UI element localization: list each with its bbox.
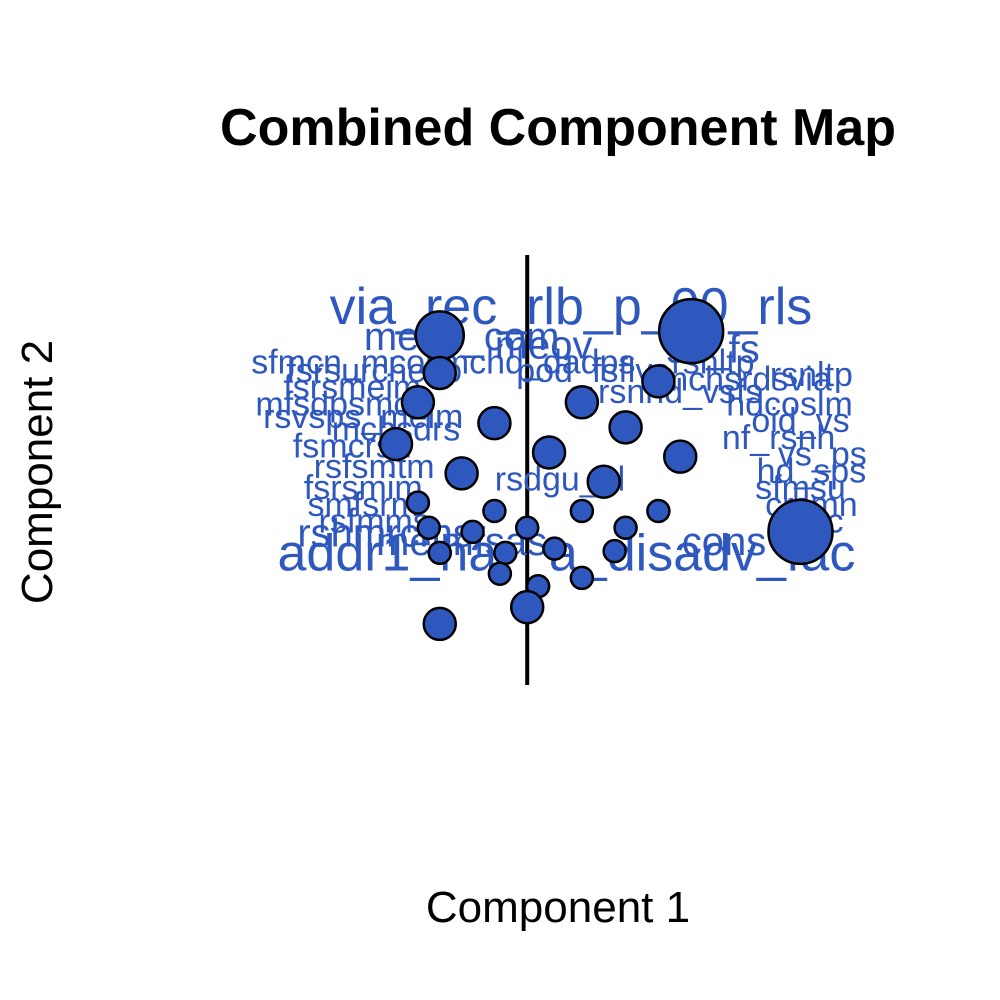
point-label: fsrsmim	[304, 469, 423, 507]
point-label: rsfsmtm	[314, 448, 435, 486]
data-point	[416, 515, 442, 540]
point-label: mchsrdsvia	[660, 360, 832, 398]
point-label: hd_sps	[757, 452, 867, 490]
point-labels: via_rec_rlb_p_00_rlsmeim_commeovss_fssfm…	[251, 278, 867, 583]
data-point	[586, 464, 621, 499]
data-point	[427, 540, 453, 566]
point-label: rsnltp	[770, 356, 853, 394]
data-point	[487, 561, 513, 586]
data-point	[608, 410, 643, 445]
data-point	[569, 498, 595, 524]
point-label: oid_vs	[751, 402, 849, 440]
data-point	[646, 498, 671, 524]
data-point	[405, 490, 431, 515]
data-point	[542, 536, 567, 561]
data-point	[414, 310, 466, 361]
data-point	[493, 540, 518, 566]
data-point	[444, 456, 479, 491]
point-label: nf_rsnh	[722, 419, 835, 457]
point-label: via_rec_rlb_p_00_rls	[330, 278, 813, 336]
chart-title: Combined Component Map	[220, 99, 896, 157]
data-point	[400, 385, 436, 420]
point-label: smfsrm	[308, 486, 419, 524]
data-point	[477, 405, 512, 441]
point-label: vs_ps	[778, 436, 867, 474]
data-point	[509, 589, 545, 625]
point-label: cons	[682, 520, 767, 564]
point-label: hdcoslm	[726, 385, 853, 423]
point-label: meov	[495, 323, 593, 367]
data-point	[662, 439, 698, 474]
x-axis-label: Component 1	[426, 883, 690, 932]
points-layer	[378, 297, 834, 642]
data-point	[514, 515, 540, 540]
data-point	[482, 498, 507, 524]
data-point	[657, 297, 725, 365]
data-point	[460, 519, 485, 545]
data-point	[613, 515, 638, 540]
data-point	[531, 435, 567, 470]
point-label: rsnhd_vsfs	[598, 373, 762, 411]
point-label: mfsdpsmcs	[255, 385, 427, 423]
plot-area: via_rec_rlb_p_00_rlsmeim_commeovss_fssfm…	[251, 255, 867, 685]
point-label: fsrsmeim	[283, 369, 421, 407]
data-point	[641, 364, 676, 399]
point-label: mchd_dadps	[441, 344, 636, 382]
data-point	[564, 385, 600, 420]
data-point	[422, 355, 458, 391]
y-axis-label: Component 2	[13, 340, 62, 604]
data-point	[767, 498, 834, 566]
data-point	[569, 565, 595, 591]
data-point	[422, 606, 458, 642]
data-point	[602, 538, 627, 564]
data-point	[378, 426, 414, 462]
